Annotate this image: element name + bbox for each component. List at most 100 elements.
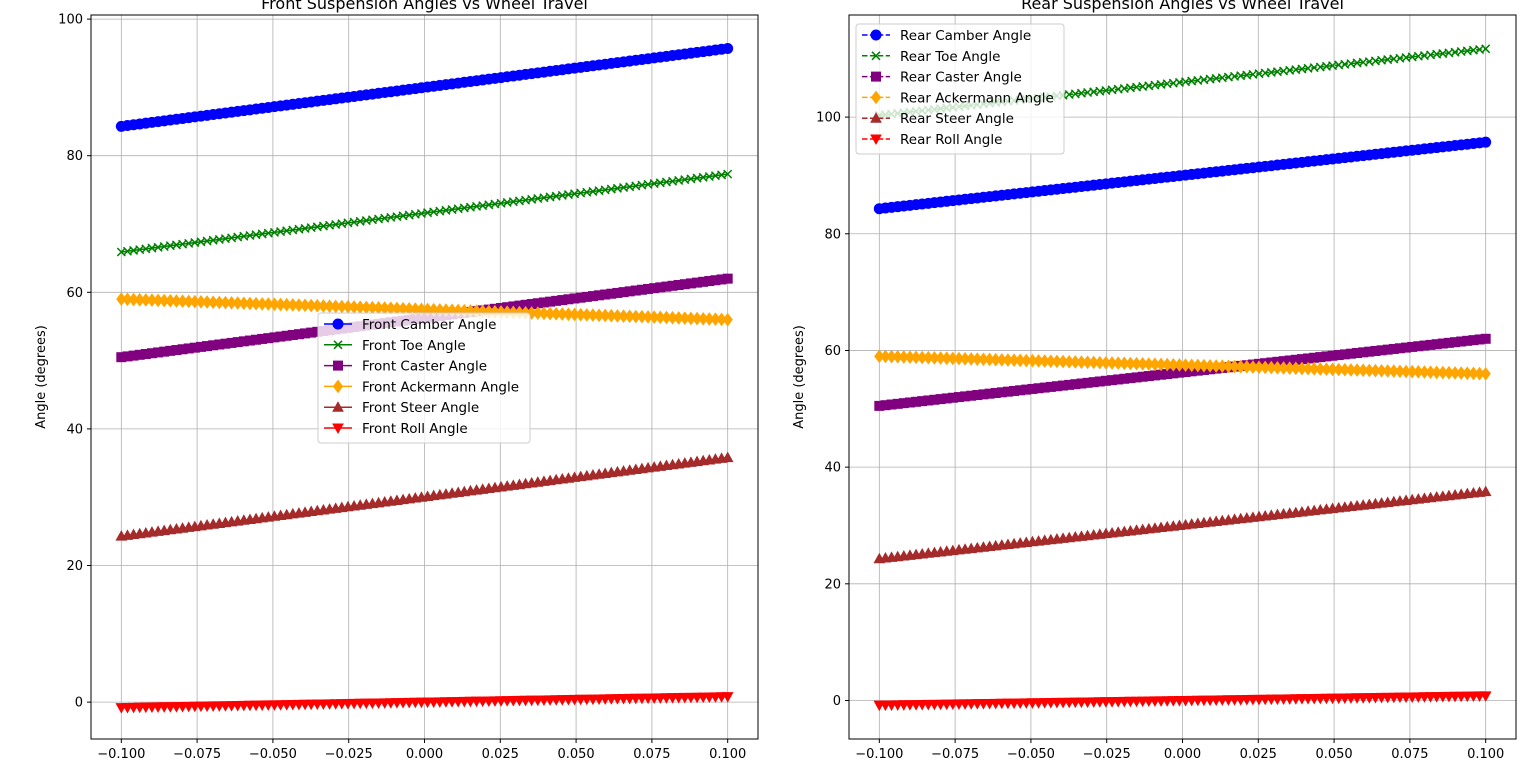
- rear-legend-swatch-marker: [871, 71, 881, 82]
- front-legend-label: Front Roll Angle: [362, 421, 468, 437]
- rear-series-rear-roll-angle: [873, 691, 1492, 712]
- front-x-tick-label: −0.050: [249, 747, 297, 762]
- front-y-tick-label: 20: [66, 559, 83, 574]
- front-y-tick-label: 0: [75, 696, 83, 711]
- front-legend-swatch-marker: [332, 318, 344, 330]
- rear-legend-item-rear-ackermann-angle: Rear Ackermann Angle: [862, 90, 1054, 106]
- rear-x-tick-label: 0.075: [1391, 747, 1428, 762]
- rear-series-rear-camber-angle: [873, 136, 1492, 215]
- rear-legend-item-rear-roll-angle: Rear Roll Angle: [862, 132, 1002, 148]
- front-series-front-camber-angle: [115, 42, 734, 132]
- front-y-tick-label: 60: [66, 286, 83, 301]
- rear-legend-label: Rear Ackermann Angle: [900, 90, 1054, 106]
- rear-y-tick-label: 60: [824, 344, 841, 359]
- rear-legend-label: Rear Camber Angle: [900, 28, 1031, 44]
- rear-data-point: [1480, 366, 1491, 381]
- rear-x-tick-label: −0.050: [1007, 747, 1055, 762]
- rear-series-rear-steer-angle: [873, 485, 1492, 564]
- rear-legend-swatch-marker: [870, 112, 882, 123]
- rear-series-line: [879, 48, 1486, 117]
- front-legend-label: Front Caster Angle: [362, 359, 487, 375]
- rear-y-axis-title: Angle (degrees): [792, 325, 807, 429]
- front-data-point: [721, 692, 734, 703]
- front-legend-swatch-marker: [332, 423, 344, 435]
- front-y-tick-label: 80: [66, 149, 83, 164]
- rear-data-point: [1480, 333, 1491, 344]
- front-series-front-ackermann-angle: [116, 292, 733, 327]
- rear-data-point: [1481, 44, 1491, 54]
- rear-x-tick-label: 0.000: [1164, 747, 1201, 762]
- rear-legend-label: Rear Toe Angle: [900, 49, 1000, 65]
- front-y-tick-label: 40: [66, 422, 83, 437]
- rear-x-tick-label: −0.075: [931, 747, 979, 762]
- front-x-axis: −0.100 −0.075 −0.050 −0.025 0.000 0.025 0.050 0…: [97, 739, 746, 762]
- rear-data-point: [1479, 485, 1492, 497]
- rear-x-tick-label: 0.050: [1315, 747, 1352, 762]
- rear-legend-item-rear-toe-angle: Rear Toe Angle: [862, 49, 1000, 65]
- front-y-axis-title: Angle (degrees): [34, 325, 49, 429]
- front-series-front-steer-angle: [115, 451, 734, 541]
- front-legend-label: Front Steer Angle: [362, 400, 479, 416]
- front-data-point: [722, 312, 733, 327]
- front-legend-swatch-marker: [333, 360, 343, 371]
- rear-legend-item-rear-caster-angle: Rear Caster Angle: [862, 70, 1022, 86]
- rear-legend-swatch-marker: [870, 134, 882, 146]
- front-legend-box: [317, 312, 531, 444]
- rear-y-tick-label: 40: [824, 461, 841, 476]
- front-x-tick-label: −0.075: [173, 747, 221, 762]
- front-x-tick-label: 0.000: [406, 747, 443, 762]
- rear-chart-title: Rear Suspension Angles vs Wheel Travel: [1021, 0, 1344, 13]
- front-data-point: [721, 451, 734, 463]
- front-x-tick-label: −0.100: [97, 747, 145, 762]
- rear-chart: −0.100 −0.075 −0.050 −0.025 0.000 0.025 0.050 0…: [792, 0, 1517, 762]
- front-x-tick-label: 0.100: [709, 747, 746, 762]
- rear-legend-label: Rear Roll Angle: [900, 132, 1002, 148]
- rear-legend-swatch-marker: [870, 29, 882, 41]
- front-x-tick-label: 0.025: [482, 747, 519, 762]
- rear-y-tick-label: 20: [824, 577, 841, 592]
- front-legend-label: Front Ackermann Angle: [362, 379, 519, 395]
- rear-legend-label: Rear Steer Angle: [900, 111, 1014, 127]
- front-data-point: [722, 42, 734, 54]
- front-data-point: [723, 169, 733, 179]
- rear-data-point: [1480, 136, 1492, 148]
- front-x-tick-label: 0.075: [633, 747, 670, 762]
- rear-legend: Rear Camber Angle Rear Toe Angle Rear Cast…: [855, 23, 1065, 155]
- front-legend-label: Front Toe Angle: [362, 338, 466, 354]
- front-legend-swatch-marker: [332, 401, 344, 412]
- front-legend-item-front-caster-angle: Front Caster Angle: [324, 359, 487, 375]
- rear-legend-swatch-marker: [870, 90, 882, 105]
- front-data-point: [722, 273, 733, 284]
- front-legend-label: Front Camber Angle: [362, 317, 496, 333]
- front-series-line: [121, 173, 728, 253]
- rear-legend-box: [855, 23, 1065, 155]
- rear-x-tick-label: 0.025: [1240, 747, 1277, 762]
- front-series-front-roll-angle: [115, 692, 734, 714]
- front-x-tick-label: −0.025: [325, 747, 373, 762]
- front-y-tick-label: 100: [58, 13, 83, 28]
- front-series-group: [115, 42, 734, 714]
- front-y-axis: 0 20 40 60 80 100: [58, 13, 91, 711]
- rear-legend-label: Rear Caster Angle: [900, 70, 1022, 86]
- front-series-front-toe-angle: [116, 169, 733, 257]
- front-legend-item-front-camber-angle: Front Camber Angle: [324, 317, 496, 333]
- front-x-tick-label: 0.050: [557, 747, 594, 762]
- rear-legend-item-rear-steer-angle: Rear Steer Angle: [862, 111, 1014, 127]
- rear-y-tick-label: 80: [824, 227, 841, 242]
- front-legend-item-front-toe-angle: Front Toe Angle: [324, 338, 466, 354]
- rear-x-axis: −0.100 −0.075 −0.050 −0.025 0.000 0.025 0.050 0…: [855, 739, 1504, 762]
- rear-series-rear-ackermann-angle: [874, 349, 1491, 381]
- rear-data-point: [1479, 691, 1492, 702]
- front-legend-swatch-marker: [332, 379, 344, 394]
- rear-x-tick-label: −0.025: [1083, 747, 1131, 762]
- front-legend-item-front-steer-angle: Front Steer Angle: [324, 400, 479, 416]
- rear-y-axis: 0 20 40 60 80 100: [816, 111, 849, 709]
- rear-legend-swatch-marker: [871, 51, 881, 61]
- rear-legend-item-rear-camber-angle: Rear Camber Angle: [862, 28, 1031, 44]
- front-legend-item-front-ackermann-angle: Front Ackermann Angle: [324, 379, 519, 395]
- front-chart-title: Front Suspension Angles vs Wheel Travel: [261, 0, 588, 13]
- front-legend-swatch-marker: [333, 340, 343, 350]
- front-legend: Front Camber Angle Front Toe Angle Front C…: [317, 312, 531, 444]
- front-legend-item-front-roll-angle: Front Roll Angle: [324, 421, 468, 437]
